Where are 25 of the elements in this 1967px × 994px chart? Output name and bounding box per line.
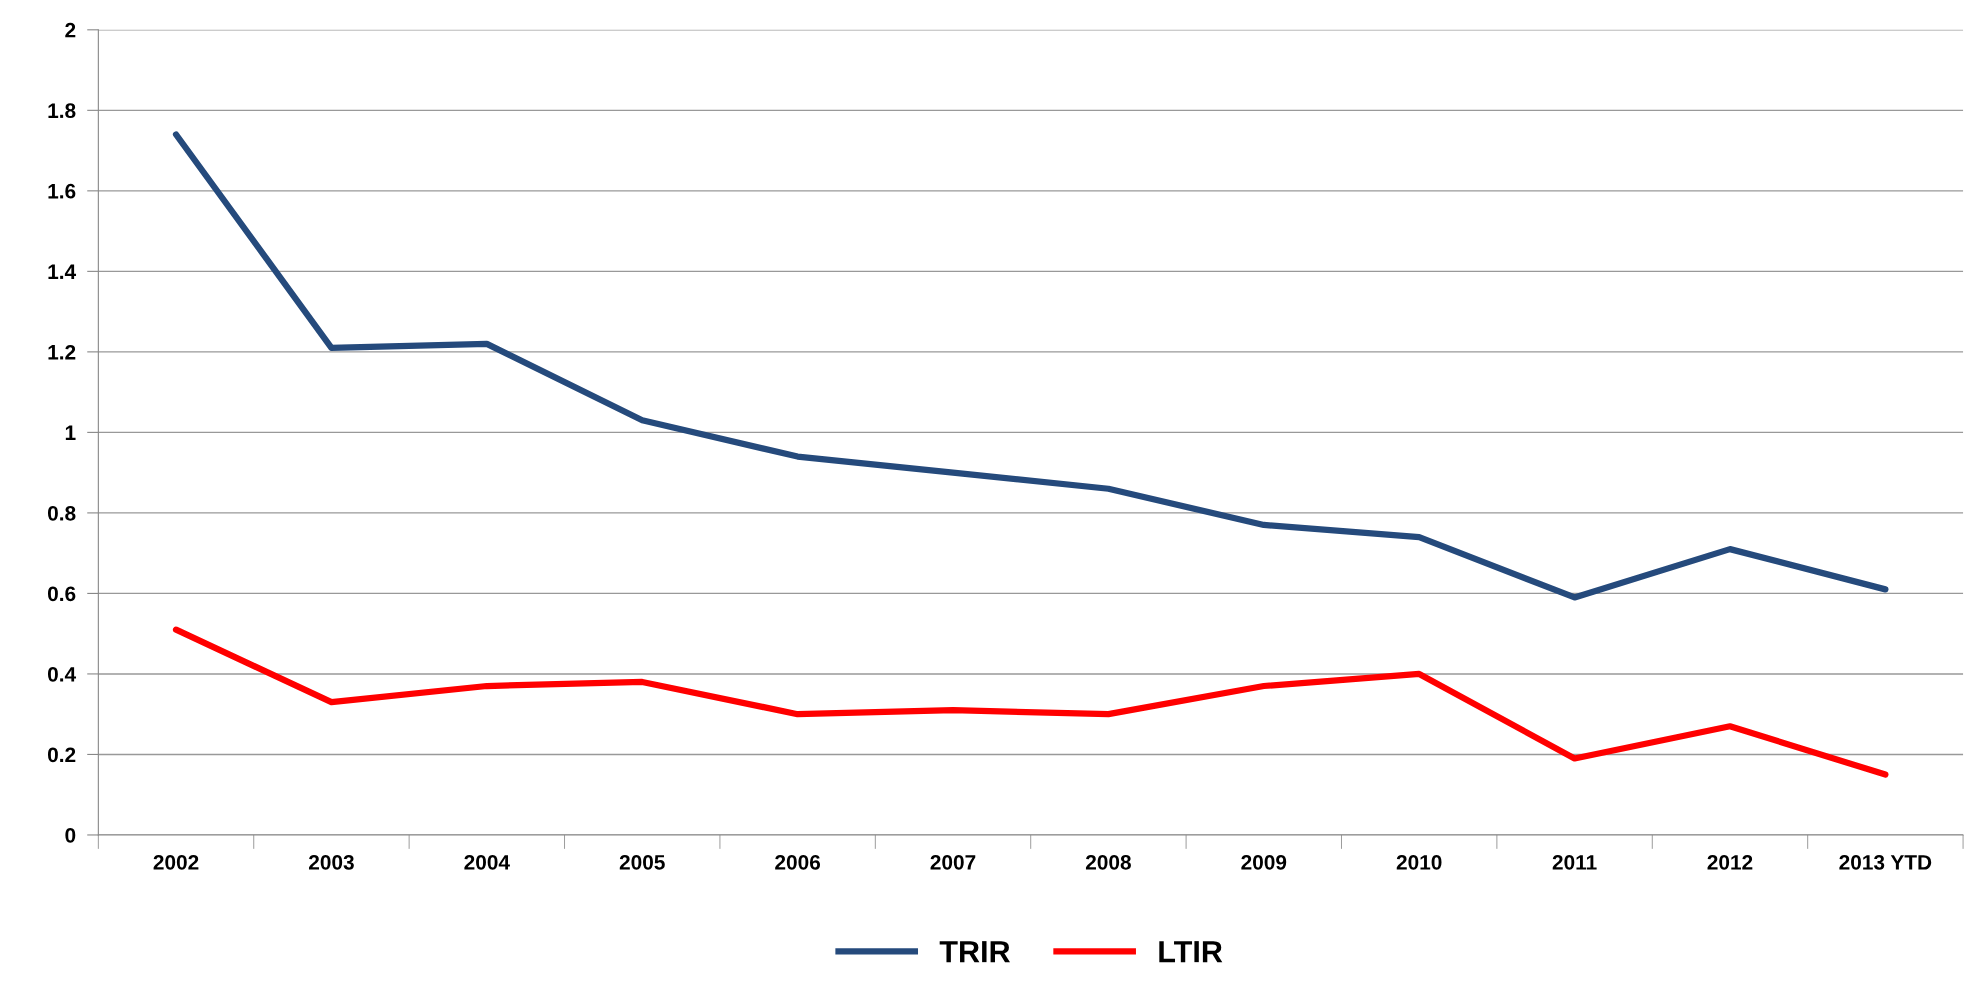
x-tick-label: 2008 — [1085, 854, 1131, 870]
y-tick-label: 1.2 — [48, 344, 76, 360]
x-tick-label: 2012 — [1707, 854, 1753, 870]
x-tick-label: 2011 — [1552, 854, 1597, 870]
y-tick-label: 0.6 — [47, 586, 76, 602]
legend-label: TRIR — [939, 941, 1010, 963]
x-tick-label: 2006 — [775, 854, 821, 870]
legend-label: LTIR — [1159, 941, 1223, 963]
y-tick-label: 2 — [65, 22, 76, 38]
x-tick-label: 2007 — [930, 854, 976, 870]
y-tick-label: 1.6 — [48, 183, 76, 199]
y-tick-label: 0.2 — [47, 747, 76, 763]
x-tick-label: 2013 YTD — [1839, 854, 1932, 870]
y-tick-label: 0.8 — [47, 505, 76, 521]
x-tick-label: 2009 — [1241, 854, 1287, 870]
y-tick-label: 0.4 — [47, 666, 77, 682]
x-tick-label: 2005 — [619, 854, 665, 870]
y-tick-label: 1.8 — [48, 103, 76, 119]
y-tick-label: 0 — [65, 827, 76, 843]
x-tick-label: 2003 — [308, 854, 354, 870]
x-tick-label: 2010 — [1396, 854, 1442, 870]
x-tick-label: 2002 — [153, 854, 199, 870]
y-tick-label: 1 — [65, 425, 76, 440]
y-tick-label: 1.4 — [48, 264, 77, 279]
x-tick-label: 2004 — [464, 854, 510, 870]
